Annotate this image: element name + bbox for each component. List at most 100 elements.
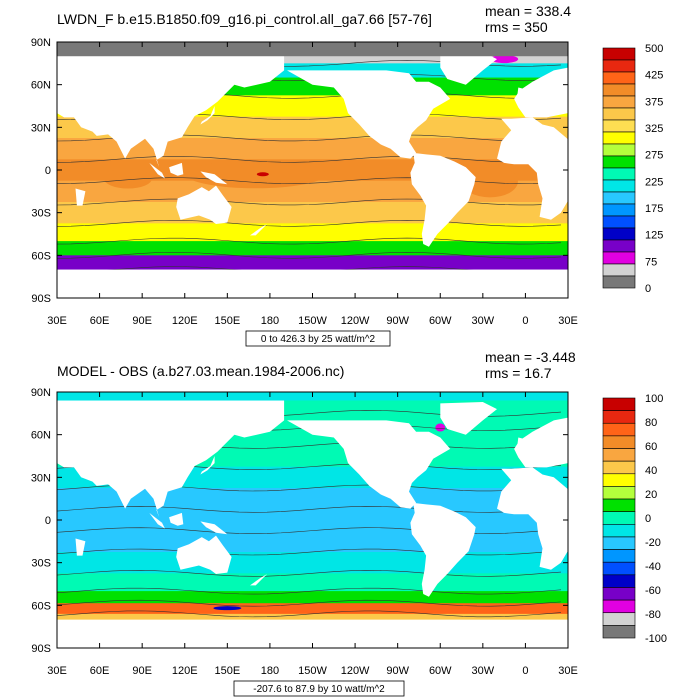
lon-tick-label: 120E: [172, 665, 198, 677]
contour-line: [57, 198, 562, 206]
lon-tick-label: 30W: [472, 315, 495, 327]
land-mask: [169, 162, 184, 176]
land-mask: [497, 467, 568, 570]
lon-tick-label: 150W: [298, 315, 327, 327]
colorbar-swatch: [602, 511, 636, 525]
rms-label: rms = 16.7: [485, 365, 552, 381]
colorbar-swatch: [602, 119, 636, 133]
colorbar-swatch: [602, 215, 636, 229]
lon-tick-label: 30E: [47, 665, 67, 677]
contour-line: [57, 527, 562, 534]
field-band: [57, 202, 568, 224]
land-mask: [287, 420, 451, 509]
field-anomaly: [103, 168, 152, 189]
colorbar-swatch: [602, 473, 636, 487]
lon-tick-label: 30E: [47, 315, 67, 327]
lon-tick-label: 150W: [298, 665, 327, 677]
lat-tick-label: 90S: [31, 643, 51, 655]
colorbar: 100 80 60 40 20 0 -20 -40 -60 -80 -100: [602, 393, 667, 645]
field-anomaly: [516, 603, 535, 610]
contour-line: [57, 506, 562, 513]
colorbar-swatch: [602, 155, 636, 169]
colorbar-swatch: [602, 275, 636, 289]
colorbar-label: -100: [645, 633, 667, 645]
colorbar-label: 175: [645, 203, 663, 215]
land-mask: [57, 399, 285, 518]
land-mask: [75, 188, 86, 206]
colorbar-swatch: [602, 422, 636, 437]
panel-title: MODEL - OBS (a.b27.03.mean.1984-2006.nc): [57, 363, 344, 379]
field-anomaly: [490, 55, 519, 64]
lon-tick-label: 30E: [558, 665, 578, 677]
colorbar-swatch: [602, 227, 636, 241]
colorbar-label: 125: [645, 230, 663, 242]
land-mask: [410, 152, 476, 247]
land-mask: [287, 70, 451, 159]
lon-tick-label: 30W: [472, 665, 495, 677]
contour-line: [57, 548, 562, 556]
panel-bottom: MODEL - OBS (a.b27.03.mean.1984-2006.nc)…: [31, 349, 667, 697]
colorbar-swatch: [602, 574, 636, 588]
contour-line: [57, 252, 562, 259]
colorbar-swatch: [602, 612, 636, 626]
colorbar-swatch: [602, 203, 636, 217]
colorbar-swatch: [602, 167, 636, 181]
colorbar-label: 225: [645, 176, 663, 188]
colorbar-label: 375: [645, 96, 663, 108]
land-mask: [514, 417, 568, 468]
colorbar-swatch: [602, 498, 636, 512]
field-band: [57, 603, 568, 615]
lon-tick-label: 120W: [341, 665, 370, 677]
land-mask: [200, 456, 215, 475]
land-mask: [200, 171, 228, 185]
field-anomaly: [73, 603, 98, 610]
land-mask: [57, 276, 568, 298]
colorbar-label: 425: [645, 70, 663, 82]
land-mask: [410, 502, 476, 597]
colorbar-swatch: [602, 71, 636, 85]
field-band: [57, 488, 568, 510]
colorbar-swatch: [602, 524, 636, 538]
colorbar-label: 80: [645, 417, 657, 429]
lon-tick-label: 120W: [341, 315, 370, 327]
map-field: [57, 392, 568, 648]
mean-label: mean = 338.4: [485, 3, 571, 19]
colorbar-swatch: [602, 599, 636, 614]
colorbar-swatch: [602, 263, 636, 277]
contour-note-box: [233, 680, 405, 697]
lat-tick-label: 0: [45, 515, 51, 527]
field-band: [57, 138, 568, 160]
land-mask: [200, 521, 228, 535]
lat-tick-label: 90N: [31, 37, 51, 49]
contour-line: [57, 587, 562, 595]
lon-tick-label: 60E: [90, 315, 110, 327]
lon-tick-label: 30E: [558, 315, 578, 327]
colorbar-swatch: [602, 397, 636, 411]
field-anomaly: [256, 172, 269, 177]
colorbar-swatch: [602, 460, 636, 475]
lat-tick-label: 30S: [31, 208, 51, 220]
lat-tick-label: 0: [45, 165, 51, 177]
field-band: [57, 591, 568, 604]
land-mask: [440, 52, 497, 85]
lon-tick-label: 90E: [132, 665, 152, 677]
axis-ticks: 90N 60N 30N 0 30S 60S 90S 30E 60E 90E 120E 150E 180 1…: [31, 37, 578, 327]
colorbar-swatch: [602, 47, 636, 61]
land-mask: [250, 574, 268, 586]
land-mask: [497, 117, 568, 220]
colorbar-label: 0: [645, 283, 651, 295]
lon-tick-label: 180: [261, 665, 279, 677]
colorbar-swatch: [602, 448, 636, 462]
colorbar-swatch: [602, 59, 636, 73]
lon-tick-label: 90W: [386, 315, 409, 327]
colorbar-label: 275: [645, 150, 663, 162]
lat-tick-label: 30N: [31, 122, 51, 134]
field-anomaly: [514, 532, 531, 543]
colorbar-label: 40: [645, 465, 657, 477]
colorbar-swatch: [602, 239, 636, 253]
lon-tick-label: 60E: [90, 665, 110, 677]
land-mask: [176, 185, 232, 224]
colorbar-swatch: [602, 179, 636, 193]
contour-line: [57, 610, 562, 618]
land-mask: [250, 224, 268, 236]
